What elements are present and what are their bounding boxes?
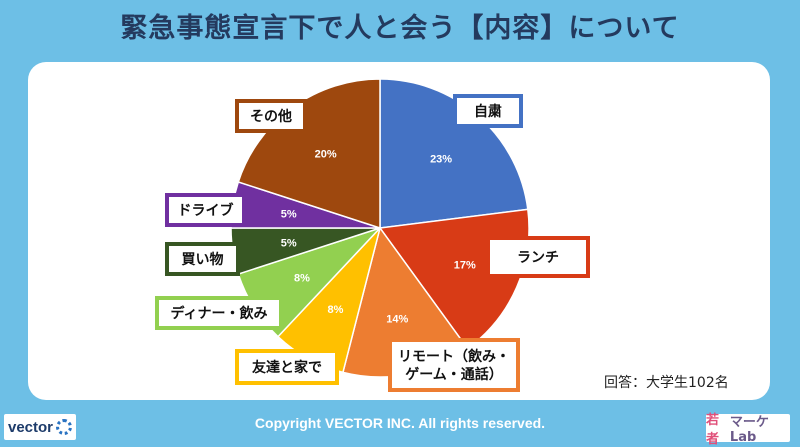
gear-icon [56, 419, 73, 435]
category-label: ゲーム・通話） [405, 366, 503, 383]
slice-percent-label: 20% [315, 148, 337, 160]
category-label-box [155, 296, 283, 330]
category-label: ランチ [517, 250, 559, 266]
slice-percent-label: 8% [294, 272, 310, 284]
category-label: ドライブ [178, 202, 234, 219]
category-label: リモート（飲み・ [398, 348, 510, 365]
category-label-box [165, 193, 246, 227]
slice-percent-label: 23% [430, 154, 452, 166]
wakamono-marke-lab-logo: 若者 マーケLab [706, 413, 790, 447]
respondent-note: 回答：大学生102名 [604, 375, 729, 391]
category-label: ディナー・飲み [170, 305, 267, 322]
copyright-text: Copyright VECTOR INC. All rights reserve… [254, 415, 546, 431]
brand-text: マーケLab [729, 415, 769, 445]
category-label: 友達と家で [252, 359, 322, 376]
category-label: 買い物 [182, 251, 224, 268]
vector-logo: vector [4, 414, 77, 440]
category-label-box [235, 99, 307, 133]
category-label-box [235, 349, 339, 385]
category-label: 自粛 [474, 103, 502, 120]
category-label: その他 [250, 108, 292, 125]
category-label-box [453, 94, 523, 128]
pie-percent-labels: 23% 17% 14% 8% 8% 5% 5% 20% [281, 148, 476, 325]
vector-logo-text: vector [8, 418, 54, 436]
page-title: 緊急事態宣言下で人と会う【内容】について [120, 13, 680, 44]
slice-percent-label: 8% [328, 304, 344, 316]
slice-percent-label: 14% [386, 314, 408, 326]
slice-percent-label: 17% [454, 260, 476, 272]
category-label-box [388, 338, 520, 392]
slice-percent-label: 5% [281, 237, 297, 249]
slice-percent-label: 5% [281, 209, 297, 221]
category-label-box [486, 236, 590, 278]
category-label-box [165, 242, 240, 276]
brand-accent-text: 若者 [706, 413, 720, 447]
